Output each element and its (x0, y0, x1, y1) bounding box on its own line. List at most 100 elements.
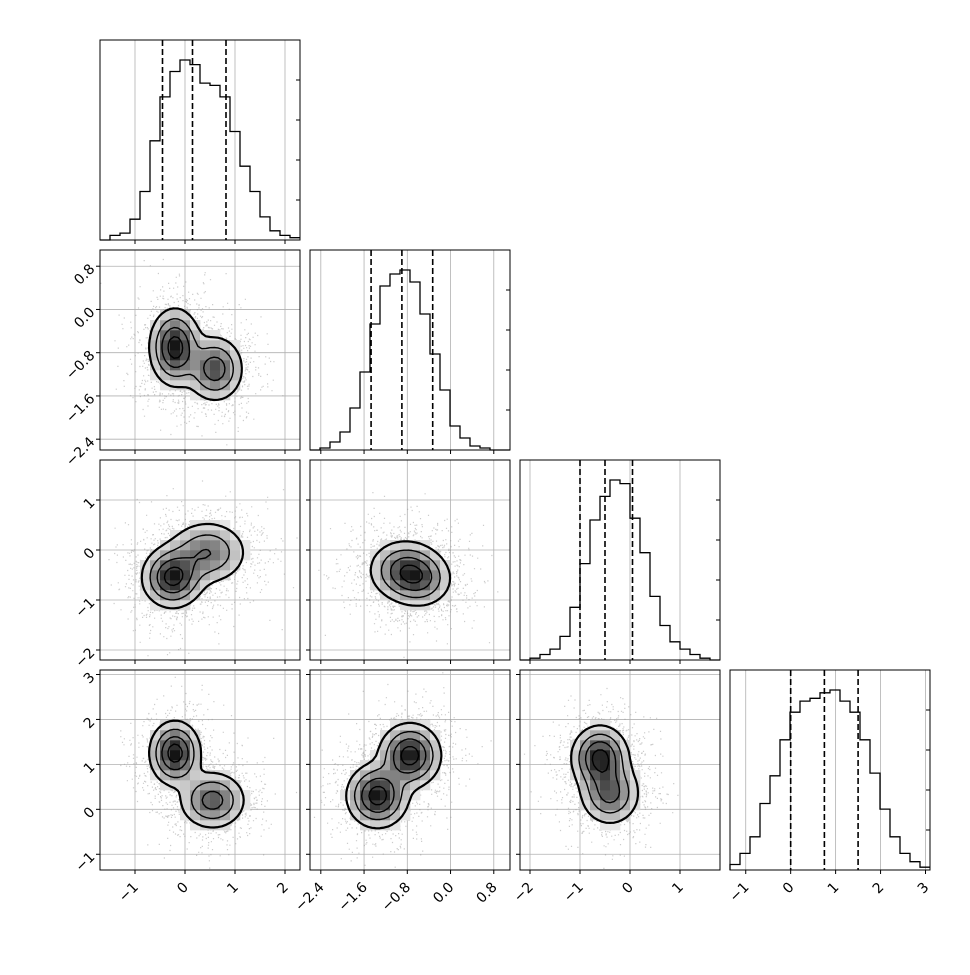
x-tick-label: −1 (727, 880, 753, 906)
density-cell (200, 360, 211, 371)
density-cell (160, 540, 171, 551)
density-cell (180, 750, 191, 761)
density-cell (170, 770, 181, 781)
density-cell (170, 530, 181, 541)
density-contour (161, 326, 226, 382)
x-tick-label: 1 (825, 880, 843, 898)
density-contour (161, 736, 224, 810)
density-cell (160, 310, 171, 321)
density-cell (590, 780, 601, 791)
density-cell (210, 540, 221, 551)
density-cell (390, 550, 401, 561)
density-cell (200, 370, 211, 381)
density-cell (200, 560, 211, 571)
y-tick-label: 0.0 (71, 305, 98, 332)
x-tick-label: 1 (224, 880, 242, 898)
density-cell (610, 780, 621, 791)
density-cell (220, 560, 231, 571)
density-cell (160, 720, 171, 731)
y-tick-label: 1 (81, 759, 99, 777)
density-cell (200, 350, 211, 361)
density-cell (190, 540, 201, 551)
density-cell (430, 750, 441, 761)
density-cell (220, 370, 231, 381)
density-cell (190, 820, 201, 831)
panel-frame (99, 669, 301, 871)
panel-frame (99, 39, 301, 241)
density-cell (220, 360, 231, 371)
density-cell (210, 810, 221, 821)
density-cell (150, 750, 161, 761)
density-cell (230, 810, 241, 821)
density-contour (163, 566, 184, 587)
density-cell (420, 580, 431, 591)
density-cell (140, 580, 151, 591)
density-cell (220, 380, 231, 391)
density-cell (200, 340, 211, 351)
density-cell (190, 380, 201, 391)
density-cell (210, 390, 221, 401)
density-cell (170, 340, 181, 351)
density-cell (420, 720, 431, 731)
density-cell (150, 590, 161, 601)
density-cell (180, 320, 191, 331)
density-cell (160, 580, 171, 591)
density-cell (160, 370, 171, 381)
x-tick-label: −1 (561, 880, 587, 906)
panel-frame (309, 459, 511, 661)
density-cell (410, 720, 421, 731)
histogram-step-line (310, 269, 510, 451)
density-cell (380, 540, 391, 551)
density-cell (440, 570, 451, 581)
density-cell (180, 800, 191, 811)
density-cell (420, 740, 431, 751)
density-cell (170, 550, 181, 561)
density-cell (350, 810, 361, 821)
density-cell (410, 770, 421, 781)
density-cell (610, 800, 621, 811)
density-cell (420, 730, 431, 741)
density-cell (400, 540, 411, 551)
density-cell (220, 800, 231, 811)
density-cell (150, 370, 161, 381)
density-cell (150, 560, 161, 571)
density-cell (230, 800, 241, 811)
density-cell (600, 820, 611, 831)
density-cell (200, 390, 211, 401)
density-cell (210, 550, 221, 561)
density-cell (190, 810, 201, 821)
y-tick-label: 0 (81, 545, 99, 563)
density-cell (220, 570, 231, 581)
density-cell (390, 540, 401, 551)
density-cell (180, 350, 191, 361)
density-cell (190, 730, 201, 741)
density-cell (420, 570, 431, 581)
density-cell (190, 780, 201, 791)
density-contour (578, 733, 630, 814)
density-contour (368, 746, 420, 806)
y-tick-label: 0.8 (71, 261, 98, 288)
density-cell (610, 790, 621, 801)
density-cell (200, 550, 211, 561)
density-cell (190, 750, 201, 761)
density-cell (220, 540, 231, 551)
density-cell (240, 800, 251, 811)
x-tick-label: 0.0 (430, 880, 457, 907)
density-cell (440, 580, 451, 591)
density-cell (600, 790, 611, 801)
density-cell (400, 800, 411, 811)
density-cell (150, 550, 161, 561)
density-cell (190, 360, 201, 371)
density-cell (190, 550, 201, 561)
panel-frame (309, 249, 511, 451)
density-cell (210, 370, 221, 381)
density-cell (420, 590, 431, 601)
density-cell (190, 370, 201, 381)
x-tick-label: −1 (116, 880, 142, 906)
density-cell (410, 560, 421, 571)
density-cell (180, 570, 191, 581)
density-cell (190, 740, 201, 751)
density-cell (160, 750, 171, 761)
density-cell (170, 590, 181, 601)
density-cell (390, 720, 401, 731)
